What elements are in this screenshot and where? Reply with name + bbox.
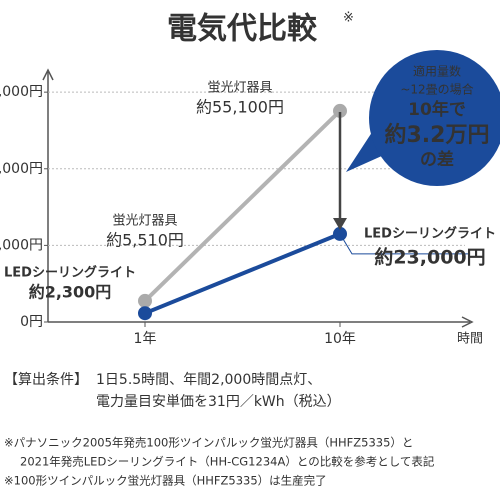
series-name-label: 蛍光灯器具 bbox=[112, 213, 177, 228]
callout-text: 適用量数 bbox=[413, 64, 461, 79]
callout-bubble bbox=[369, 50, 500, 186]
callout-text: 10年で bbox=[408, 99, 466, 120]
x-tick-label: 1年 bbox=[134, 331, 157, 347]
note-text: ※100形ツインパルック蛍光灯器具（HHFZ5335）は生産完了 bbox=[4, 474, 327, 488]
x-tick-label: 10年 bbox=[324, 331, 356, 347]
conditions-text: 1日5.5時間、年間2,000時間点灯、 bbox=[96, 372, 321, 388]
title-mark: ※ bbox=[343, 11, 354, 26]
callout-text: の差 bbox=[420, 149, 454, 170]
y-tick-label: 60,000円 bbox=[0, 84, 43, 100]
y-tick-label: 20,000円 bbox=[0, 237, 43, 253]
data-point bbox=[333, 103, 347, 118]
series-name-label: 蛍光灯器具 bbox=[207, 81, 272, 96]
x-axis-label: 時間 bbox=[457, 332, 483, 347]
difference-arrow-head bbox=[333, 218, 347, 230]
data-point bbox=[138, 306, 152, 321]
conditions-text: 電力量目安単価を31円／kWh（税込） bbox=[96, 394, 341, 410]
value-label: 約2,300円 bbox=[29, 283, 112, 302]
conditions-label: 【算出条件】 bbox=[4, 371, 88, 388]
chart-title: 電気代比較 bbox=[167, 12, 318, 47]
value-label: 約23,000円 bbox=[374, 245, 485, 268]
value-label: 約55,100円 bbox=[196, 98, 284, 117]
y-axis-arrow bbox=[42, 68, 54, 81]
series-line bbox=[144, 232, 341, 316]
x-axis-arrow bbox=[461, 316, 474, 328]
data-point bbox=[138, 293, 152, 308]
series-line bbox=[143, 109, 342, 303]
callout-text: ~12畳の場合 bbox=[400, 82, 473, 97]
callout-text: 約3.2万円 bbox=[385, 122, 490, 148]
y-tick-label: 40,000円 bbox=[0, 161, 43, 177]
leader-line bbox=[339, 233, 470, 255]
series-name-label: LEDシーリングライト bbox=[4, 265, 136, 281]
y-tick-label: 0円 bbox=[20, 314, 43, 330]
value-label: 約5,510円 bbox=[106, 230, 184, 249]
note-text: 2021年発売LEDシーリングライト（HH-CG1234A）との比較を参考として… bbox=[20, 455, 435, 469]
note-text: ※パナソニック2005年発売100形ツインパルック蛍光灯器具（HHFZ5335）… bbox=[4, 436, 413, 450]
series-name-label: LEDシーリングライト bbox=[364, 225, 496, 241]
